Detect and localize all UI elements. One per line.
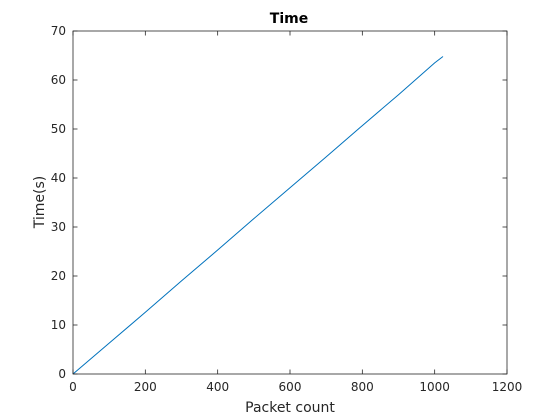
x-tick-label-5: 1000 [419, 380, 450, 394]
y-tick-label-3: 30 [51, 220, 66, 234]
x-tick-label-0: 0 [69, 380, 77, 394]
y-axis-label: Time(s) [32, 176, 48, 229]
x-tick-label-1: 200 [134, 380, 157, 394]
y-tick-label-7: 70 [51, 24, 66, 38]
x-tick-label-6: 1200 [492, 380, 523, 394]
y-tick-label-1: 10 [51, 318, 66, 332]
y-tick-label-2: 20 [51, 269, 66, 283]
x-tick-label-3: 600 [279, 380, 302, 394]
y-tick-label-6: 60 [51, 73, 66, 87]
x-tick-label-2: 400 [206, 380, 229, 394]
plot-area [73, 31, 507, 374]
x-axis-label: Packet count [245, 400, 335, 416]
y-tick-label-0: 0 [58, 367, 66, 381]
x-tick-label-4: 800 [351, 380, 374, 394]
y-tick-label-4: 40 [51, 171, 66, 185]
y-tick-label-5: 50 [51, 122, 66, 136]
chart-title: Time [270, 11, 308, 27]
